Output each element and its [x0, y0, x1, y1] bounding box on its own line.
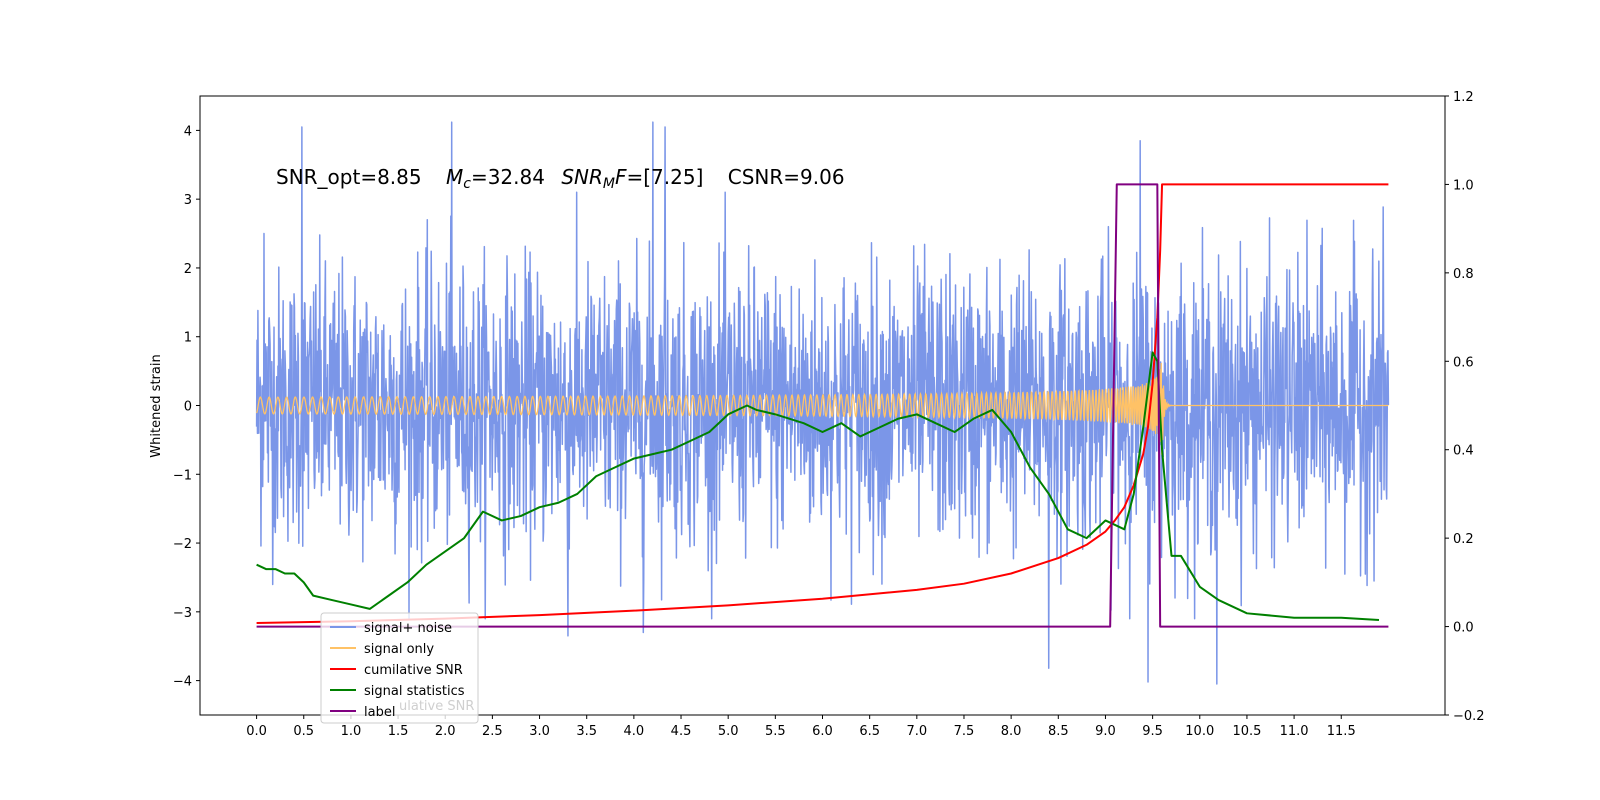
- y2-tick-label: 0.8: [1453, 267, 1474, 282]
- series-line-label: [256, 183, 1389, 628]
- y2-tick-label: 0.0: [1453, 621, 1474, 636]
- x-tick-label: 8.0: [1001, 724, 1022, 739]
- x-tick-label: 8.5: [1048, 724, 1069, 739]
- legend: ulative SNR signal+ noise signal only cumi…: [320, 612, 479, 724]
- annotation-mc-value: =32.84: [471, 165, 545, 189]
- y2-tick-label: 0.2: [1453, 532, 1474, 547]
- y-tick-label: 1: [184, 331, 192, 346]
- y-tick-label: 4: [184, 124, 192, 139]
- x-tick-label: 10.0: [1185, 724, 1214, 739]
- annotation-text: SNR_opt=8.85 Mc=32.84 SNRMF=[7.25] CSNR=…: [276, 165, 845, 192]
- y-tick-label: 2: [184, 262, 192, 277]
- y-tick-label: 0: [184, 400, 192, 415]
- x-tick-label: 10.5: [1232, 724, 1261, 739]
- x-tick-label: 7.5: [954, 724, 975, 739]
- y2-tick-label: 1.0: [1453, 178, 1474, 193]
- legend-label: cumilative SNR: [364, 663, 463, 678]
- x-tick-label: 1.0: [341, 724, 362, 739]
- y2-tick-label: 0.6: [1453, 355, 1474, 370]
- x-tick-label: 5.0: [718, 724, 739, 739]
- y2-tick-label: −0.2: [1453, 709, 1485, 724]
- legend-box: [320, 612, 479, 724]
- annotation-mf-f: F: [615, 165, 627, 189]
- x-tick-label: 4.0: [624, 724, 645, 739]
- x-tick-label: 9.0: [1095, 724, 1116, 739]
- x-tick-label: 3.5: [576, 724, 597, 739]
- legend-entries: signal+ noise signal only cumilative SNR si…: [330, 621, 465, 720]
- annotation-mf-symbol: SNR: [561, 165, 603, 189]
- annotation-mc-symbol: M: [446, 165, 463, 189]
- series-line-signal-statistics: [256, 351, 1380, 621]
- y2-tick-label: 1.2: [1453, 90, 1474, 105]
- annotation-csnr: CSNR=9.06: [728, 165, 845, 189]
- series-line-signal-noise: [255, 121, 1390, 685]
- x-tick-label: 3.0: [529, 724, 550, 739]
- annotation-mc-subscript: c: [463, 176, 471, 192]
- x-tick-label: 4.5: [671, 724, 692, 739]
- plot-layer: [255, 121, 1390, 685]
- annotation-snr-opt: SNR_opt=8.85: [276, 165, 422, 189]
- x-tick-label: 2.5: [482, 724, 503, 739]
- y-axis-right: 1.2 1.0 0.8 0.6 0.4 0.2 0.0 −0.2: [1445, 90, 1485, 724]
- x-tick-label: 9.5: [1142, 724, 1163, 739]
- y-tick-label: −4: [173, 675, 192, 690]
- x-tick-label: 11.0: [1280, 724, 1309, 739]
- annotation-mf-value: =[7.25]: [627, 165, 704, 189]
- annotation-mf-subscript: M: [603, 176, 615, 192]
- legend-label: signal statistics: [364, 684, 465, 699]
- legend-label: signal+ noise: [364, 621, 452, 636]
- y-tick-label: −1: [173, 468, 192, 483]
- y-tick-label: −3: [173, 606, 192, 621]
- x-tick-label: 7.0: [906, 724, 927, 739]
- x-axis: 0.0 0.5 1.0 1.5 2.0 2.5 3.0 3.5 4.0 4.5 5.0 5.5 6.0 6…: [246, 715, 1356, 739]
- x-tick-label: 0.0: [246, 724, 267, 739]
- legend-label: label: [364, 705, 395, 720]
- legend-label: signal only: [364, 642, 434, 657]
- x-tick-label: 2.0: [435, 724, 456, 739]
- series-line-signal-only: [255, 363, 1389, 455]
- x-tick-label: 6.0: [812, 724, 833, 739]
- y-axis-title: Whitened strain: [149, 354, 164, 457]
- x-tick-label: 1.5: [388, 724, 409, 739]
- x-tick-label: 5.5: [765, 724, 786, 739]
- y-axis-left: 4 3 2 1 0 −1 −2 −3 −4: [173, 124, 200, 690]
- y2-tick-label: 0.4: [1453, 444, 1474, 459]
- x-tick-label: 6.5: [859, 724, 880, 739]
- x-tick-label: 0.5: [293, 724, 314, 739]
- y-tick-label: 3: [184, 193, 192, 208]
- series-line-cumilative-snr: [256, 183, 1389, 625]
- legend-ghost-text: ulative SNR: [399, 699, 474, 714]
- y-tick-label: −2: [173, 537, 192, 552]
- x-tick-label: 11.5: [1327, 724, 1356, 739]
